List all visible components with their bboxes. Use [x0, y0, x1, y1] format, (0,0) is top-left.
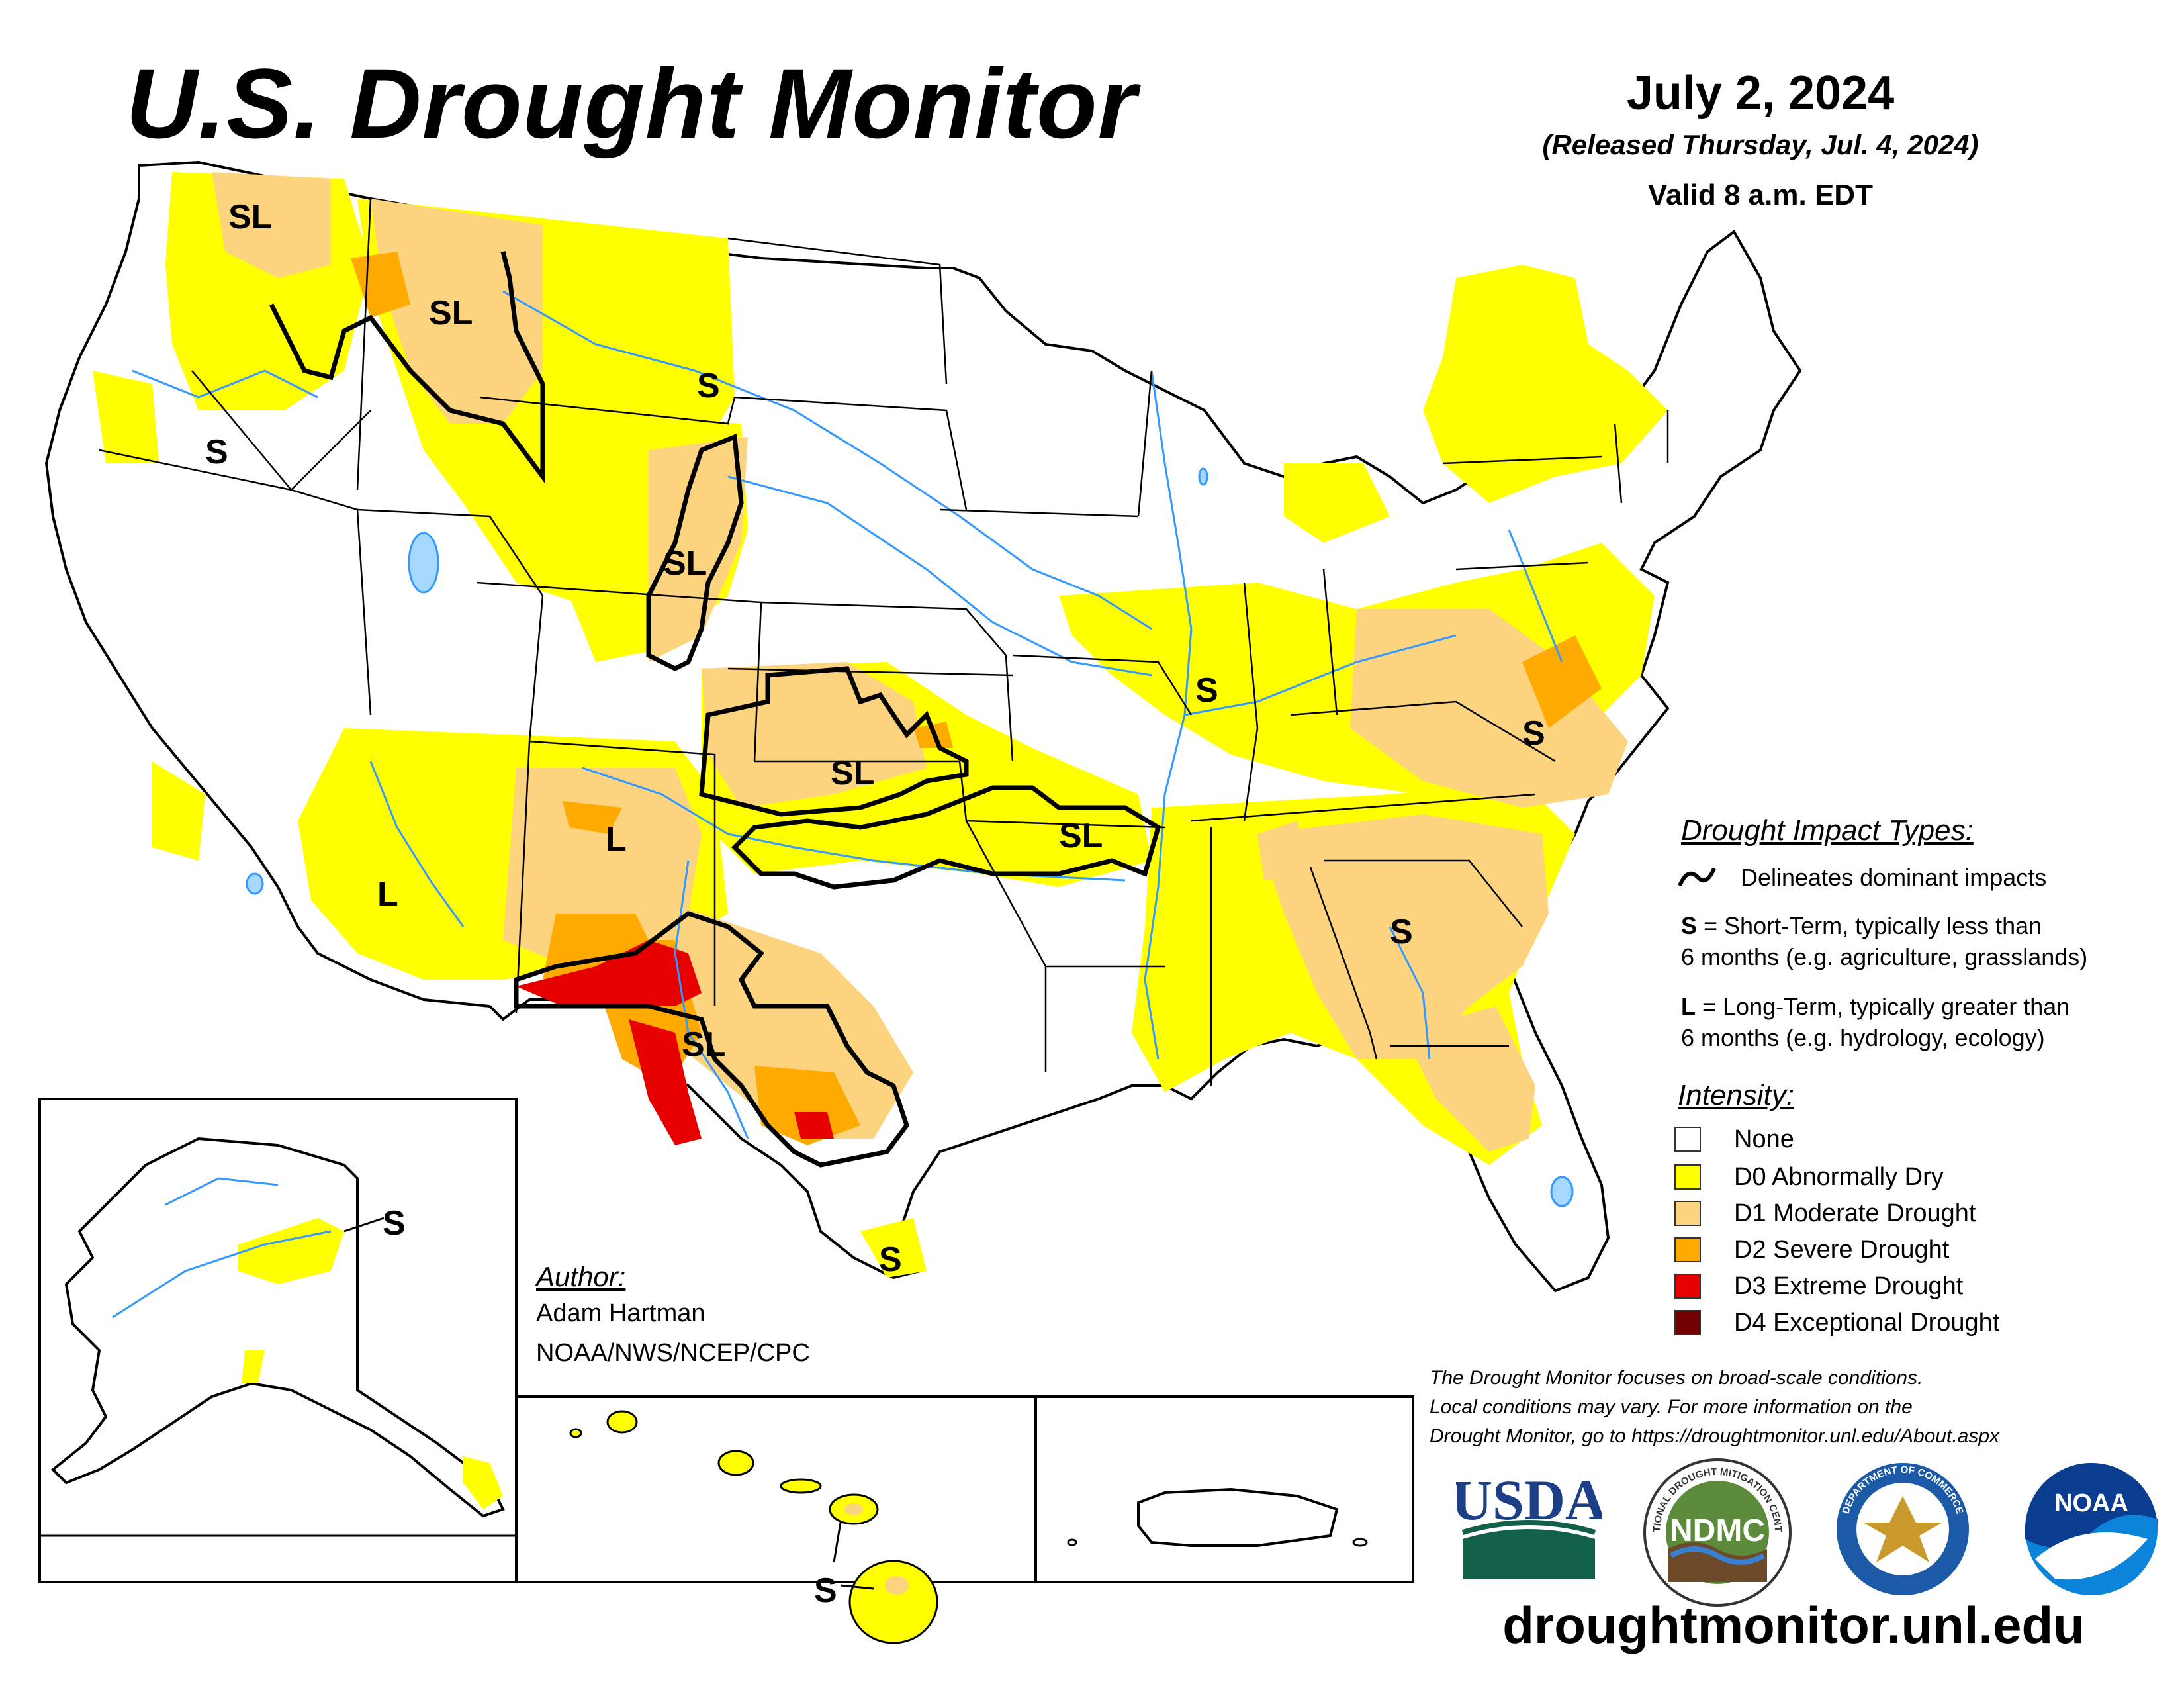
impact-legend-heading: Drought Impact Types:: [1681, 814, 1974, 847]
intensity-label: D1 Moderate Drought: [1734, 1199, 1976, 1227]
intensity-legend-heading: Intensity:: [1678, 1079, 1795, 1111]
alaska-rivers: [112, 1177, 332, 1319]
website-url[interactable]: droughtmonitor.unl.edu: [1502, 1596, 2085, 1654]
impact-short-term: S = Short-Term, typically less than: [1681, 912, 2042, 940]
map-labels: SL SL S S SL SL SL L L SL S S S S S S: [205, 198, 1545, 1610]
lakes: [246, 467, 1574, 1207]
short-term-line1: = Short-Term, typically less than: [1697, 912, 2042, 939]
impact-lines: [269, 251, 1161, 1168]
hawaii-islands: [569, 1410, 938, 1644]
d1-areas: [212, 172, 1628, 1152]
long-term-line1: = Long-Term, typically greater than: [1696, 993, 2070, 1020]
label-s-ak: S: [383, 1204, 406, 1243]
label-sl-id: SL: [429, 294, 473, 332]
disclaimer-line1: The Drought Monitor focuses on broad-sca…: [1430, 1367, 1923, 1389]
commerce-logo: DEPARTMENT OF COMMERCE: [1837, 1463, 1969, 1595]
disclaimer: The Drought Monitor focuses on broad-sca…: [1430, 1364, 2184, 1451]
impact-line-desc: Delineates dominant impacts: [1741, 864, 2047, 891]
disclaimer-line3: Drought Monitor, go to https://droughtmo…: [1430, 1425, 2000, 1447]
impact-line-sample: [1678, 867, 1716, 887]
intensity-label: D3 Extreme Drought: [1734, 1272, 1964, 1300]
puerto-rico-outline: [1137, 1487, 1339, 1547]
label-sl-ks: SL: [831, 754, 874, 792]
long-term-line2: 6 months (e.g. hydrology, ecology): [1681, 1024, 2045, 1051]
label-s-va: S: [1522, 714, 1545, 753]
intensity-swatch: [1674, 1237, 1701, 1262]
intensity-swatch: [1674, 1310, 1701, 1335]
intensity-label: D4 Exceptional Drought: [1734, 1309, 2000, 1336]
author-org: NOAA/NWS/NCEP/CPC: [536, 1339, 810, 1367]
author-heading: Author:: [536, 1261, 626, 1292]
d3-areas: [516, 940, 834, 1145]
label-s-or: S: [205, 433, 228, 471]
usda-logo: USDA: [1456, 1468, 1602, 1579]
alaska-outline: [51, 1137, 505, 1518]
intensity-swatch: [1674, 1274, 1701, 1299]
label-l-az: L: [377, 875, 398, 914]
label-sl-co: SL: [663, 544, 707, 583]
valid-time: Valid 8 a.m. EDT: [1648, 179, 1873, 211]
long-term-key: L: [1681, 993, 1696, 1020]
impact-long-term: L = Long-Term, typically greater than: [1681, 993, 2070, 1021]
ndmc-logo-text: NDMC: [1670, 1513, 1765, 1548]
label-sl-wa: SL: [228, 198, 272, 236]
short-term-line2: 6 months (e.g. agriculture, grasslands): [1681, 943, 2088, 970]
label-s-hi: S: [814, 1571, 837, 1610]
label-l-nm: L: [606, 820, 627, 859]
label-s-ga: S: [1390, 913, 1413, 951]
map-date: July 2, 2024: [1626, 67, 1895, 120]
short-term-key: S: [1681, 912, 1698, 939]
label-s-il: S: [1195, 671, 1218, 710]
alaska-d0-sw: [242, 1350, 265, 1383]
page-title: U.S. Drought Monitor: [126, 48, 1138, 159]
label-s-tx-coast: S: [879, 1241, 902, 1279]
state-boundaries: [99, 198, 1669, 1086]
hawaii-inset-box: [515, 1395, 1037, 1583]
intensity-swatch: [1674, 1201, 1701, 1226]
noaa-logo-text: NOAA: [2054, 1489, 2128, 1517]
author-name: Adam Hartman: [536, 1299, 705, 1327]
intensity-label: D2 Severe Drought: [1734, 1236, 1950, 1264]
rivers: [132, 290, 1563, 1139]
label-sl-mo: SL: [1059, 817, 1103, 855]
label-sl-tx: SL: [682, 1025, 725, 1064]
intensity-swatch: [1674, 1164, 1701, 1190]
intensity-label: None: [1734, 1125, 1794, 1153]
release-date: (Released Thursday, Jul. 4, 2024): [1542, 129, 1979, 160]
alaska-d0-se: [463, 1456, 503, 1509]
noaa-logo: NOAA: [2025, 1463, 2158, 1595]
intensity-label: D0 Abnormally Dry: [1734, 1163, 1944, 1191]
ndmc-logo: NDMC NATIONAL DROUGHT MITIGATION CENTER: [1641, 1456, 1792, 1607]
disclaimer-line2: Local conditions may vary. For more info…: [1430, 1396, 1913, 1418]
label-s-mt: S: [697, 367, 720, 405]
intensity-swatch: [1674, 1127, 1701, 1152]
